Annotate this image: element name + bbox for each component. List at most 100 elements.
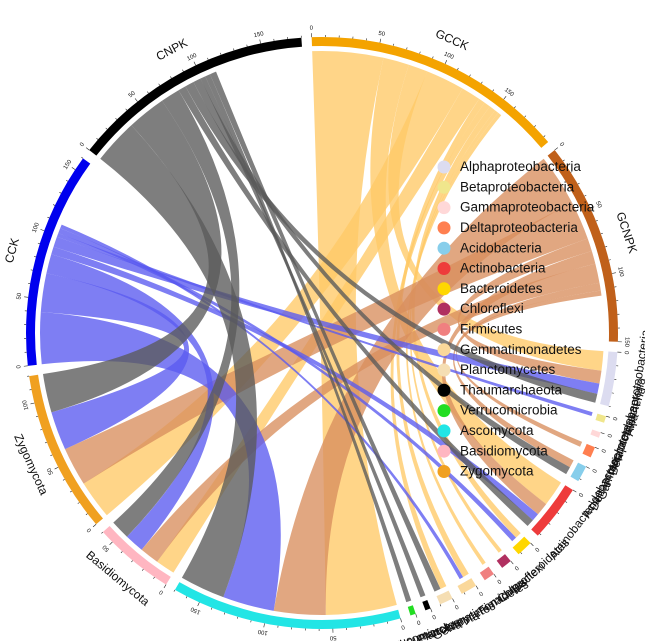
tick-actinobacteria-10 — [565, 501, 568, 503]
legend-label: Alphaproteobacteria — [460, 159, 581, 174]
tick-label-cnpk-50: 50 — [128, 90, 137, 99]
tick-gcck-150 — [503, 95, 507, 100]
legend-item-basidiomycota: Basidiomycota — [437, 443, 548, 458]
legend-swatch — [437, 282, 451, 296]
tick-label-thaumarchaeota-0: 0 — [430, 613, 436, 620]
legend-item-firmicutes: Firmicutes — [437, 321, 523, 336]
legend-swatch — [437, 180, 451, 194]
tick-label-firmicutes-0: 0 — [495, 577, 502, 584]
tick-label-gcck-50: 50 — [378, 31, 386, 38]
legend-swatch — [437, 322, 451, 336]
legend-swatch — [437, 444, 451, 458]
legend-swatch — [437, 160, 451, 174]
sector-actinobacteria — [531, 485, 573, 536]
legend-item-acidobacteria: Acidobacteria — [437, 240, 542, 255]
tick-gcck-190 — [543, 135, 546, 138]
legend-label: Basidiomycota — [460, 443, 548, 458]
tick-verrucomicrobia-0 — [415, 613, 418, 618]
tick-cck-100 — [40, 229, 45, 232]
tick-zygomycota-30 — [69, 490, 72, 493]
tick-label-cck-150: 150 — [63, 159, 74, 171]
sector-acidobacteria — [570, 462, 587, 482]
tick-cnpk-20 — [105, 127, 108, 130]
legend-label: Acidobacteria — [460, 240, 542, 255]
sector-gcnpk — [547, 150, 618, 342]
tick-label-gcck-0: 0 — [310, 26, 314, 32]
legend-item-thaumarchaeota: Thaumarchaeota — [437, 382, 563, 397]
legend-swatch — [437, 343, 451, 357]
legend-item-zygomycota: Zygomycota — [437, 464, 534, 479]
legend-label: Deltaproteobacteria — [460, 220, 578, 235]
tick-cnpk-40 — [125, 108, 128, 111]
legend-item-planctomycetes: Planctomycetes — [437, 362, 556, 377]
legend-label: Gemmatimonadetes — [460, 342, 582, 357]
tick-label-ascomycota-50: 50 — [329, 634, 337, 640]
legend-label: Firmicutes — [460, 321, 523, 336]
tick-gcck-170 — [524, 115, 527, 118]
legend-item-gemmatimonadetes: Gemmatimonadetes — [437, 342, 582, 357]
sector-label-gcnpk: GCNPK — [613, 210, 640, 255]
tick-gcnpk-50 — [590, 206, 595, 209]
tick-gcnpk-0 — [554, 147, 559, 151]
tick-label-gcck-150: 150 — [503, 87, 515, 98]
tick-label-cnpk-100: 100 — [186, 53, 198, 63]
chord-sectors — [25, 37, 618, 629]
tick-label-basidiomycota-0: 0 — [158, 588, 165, 595]
legend-label: Actinobacteria — [460, 261, 546, 276]
ribbon-gcck-alphaproteobacteria — [388, 64, 604, 371]
tick-actinobacteria-40 — [539, 533, 542, 536]
tick-acidobacteria-0 — [585, 466, 590, 469]
tick-gcnpk-10 — [562, 159, 565, 162]
tick-bacteroidetes-0 — [530, 542, 534, 547]
tick-basidiomycota-0 — [163, 584, 167, 589]
legend-item-betaproteobacteria: Betaproteobacteria — [437, 179, 575, 194]
sector-betaproteobacteria — [595, 413, 607, 423]
ribbon-cck-betaproteobacteria — [56, 233, 593, 417]
legend-item-ascomycota: Ascomycota — [437, 423, 534, 438]
tick-ascomycota-0 — [400, 618, 402, 623]
tick-zygomycota-0 — [92, 524, 97, 528]
legend-item-bacteroidetes: Bacteroidetes — [437, 281, 543, 296]
tick-label-gammaproteobacteria-0: 0 — [605, 433, 612, 439]
tick-planctomycetes-10 — [439, 604, 442, 607]
sector-alphaproteobacteria — [600, 351, 618, 407]
sector-ascomycota — [174, 582, 401, 629]
legend-label: Zygomycota — [460, 464, 534, 479]
tick-label-planctomycetes-0: 0 — [453, 603, 459, 610]
legend-label: Chloroflexi — [460, 301, 524, 316]
tick-label-gcck-100: 100 — [443, 51, 455, 61]
sector-label-cnpk: CNPK — [154, 36, 190, 64]
tick-bacteroidetes-10 — [520, 552, 523, 555]
legend-swatch — [437, 404, 451, 418]
tick-deltaproteobacteria-0 — [594, 447, 599, 450]
tick-planctomycetes-0 — [452, 598, 455, 603]
tick-cnpk-0 — [85, 147, 90, 151]
tick-label-ascomycota-0: 0 — [400, 623, 405, 630]
tick-label-gcnpk-50: 50 — [594, 201, 603, 210]
legend-label: Bacteroidetes — [460, 281, 543, 296]
tick-label-chloroflexi-0: 0 — [512, 564, 519, 571]
tick-label-ascomycota-100: 100 — [257, 628, 269, 636]
tick-cnpk-150 — [259, 39, 261, 44]
tick-label-bacteroidetes-0: 0 — [533, 546, 540, 553]
tick-cck-160 — [81, 156, 84, 159]
tick-gcnpk-70 — [600, 232, 603, 235]
legend-item-actinobacteria: Actinobacteria — [437, 261, 546, 276]
tick-gcnpk-60 — [595, 220, 598, 222]
tick-ascomycota-120 — [237, 616, 239, 619]
sector-cck — [25, 158, 91, 366]
tick-label-alphaproteobacteria-0: 0 — [623, 351, 629, 355]
tick-gcck-120 — [469, 74, 471, 77]
legend-item-chloroflexi: Chloroflexi — [437, 301, 524, 316]
tick-cnpk-120 — [220, 52, 222, 55]
legend-swatch — [437, 363, 451, 377]
tick-label-deltaproteobacteria-0: 0 — [599, 448, 606, 454]
tick-label-cnpk-0: 0 — [79, 141, 86, 148]
tick-label-gcnpk-150: 150 — [623, 337, 629, 348]
tick-label-gemmatimonadetes-0: 0 — [477, 590, 484, 597]
tick-gcnpk-40 — [584, 194, 587, 197]
tick-label-cck-100: 100 — [32, 221, 41, 233]
legend-label: Verrucomicrobia — [460, 403, 558, 418]
tick-label-cck-0: 0 — [16, 364, 22, 369]
tick-label-cnpk-150: 150 — [253, 31, 265, 39]
